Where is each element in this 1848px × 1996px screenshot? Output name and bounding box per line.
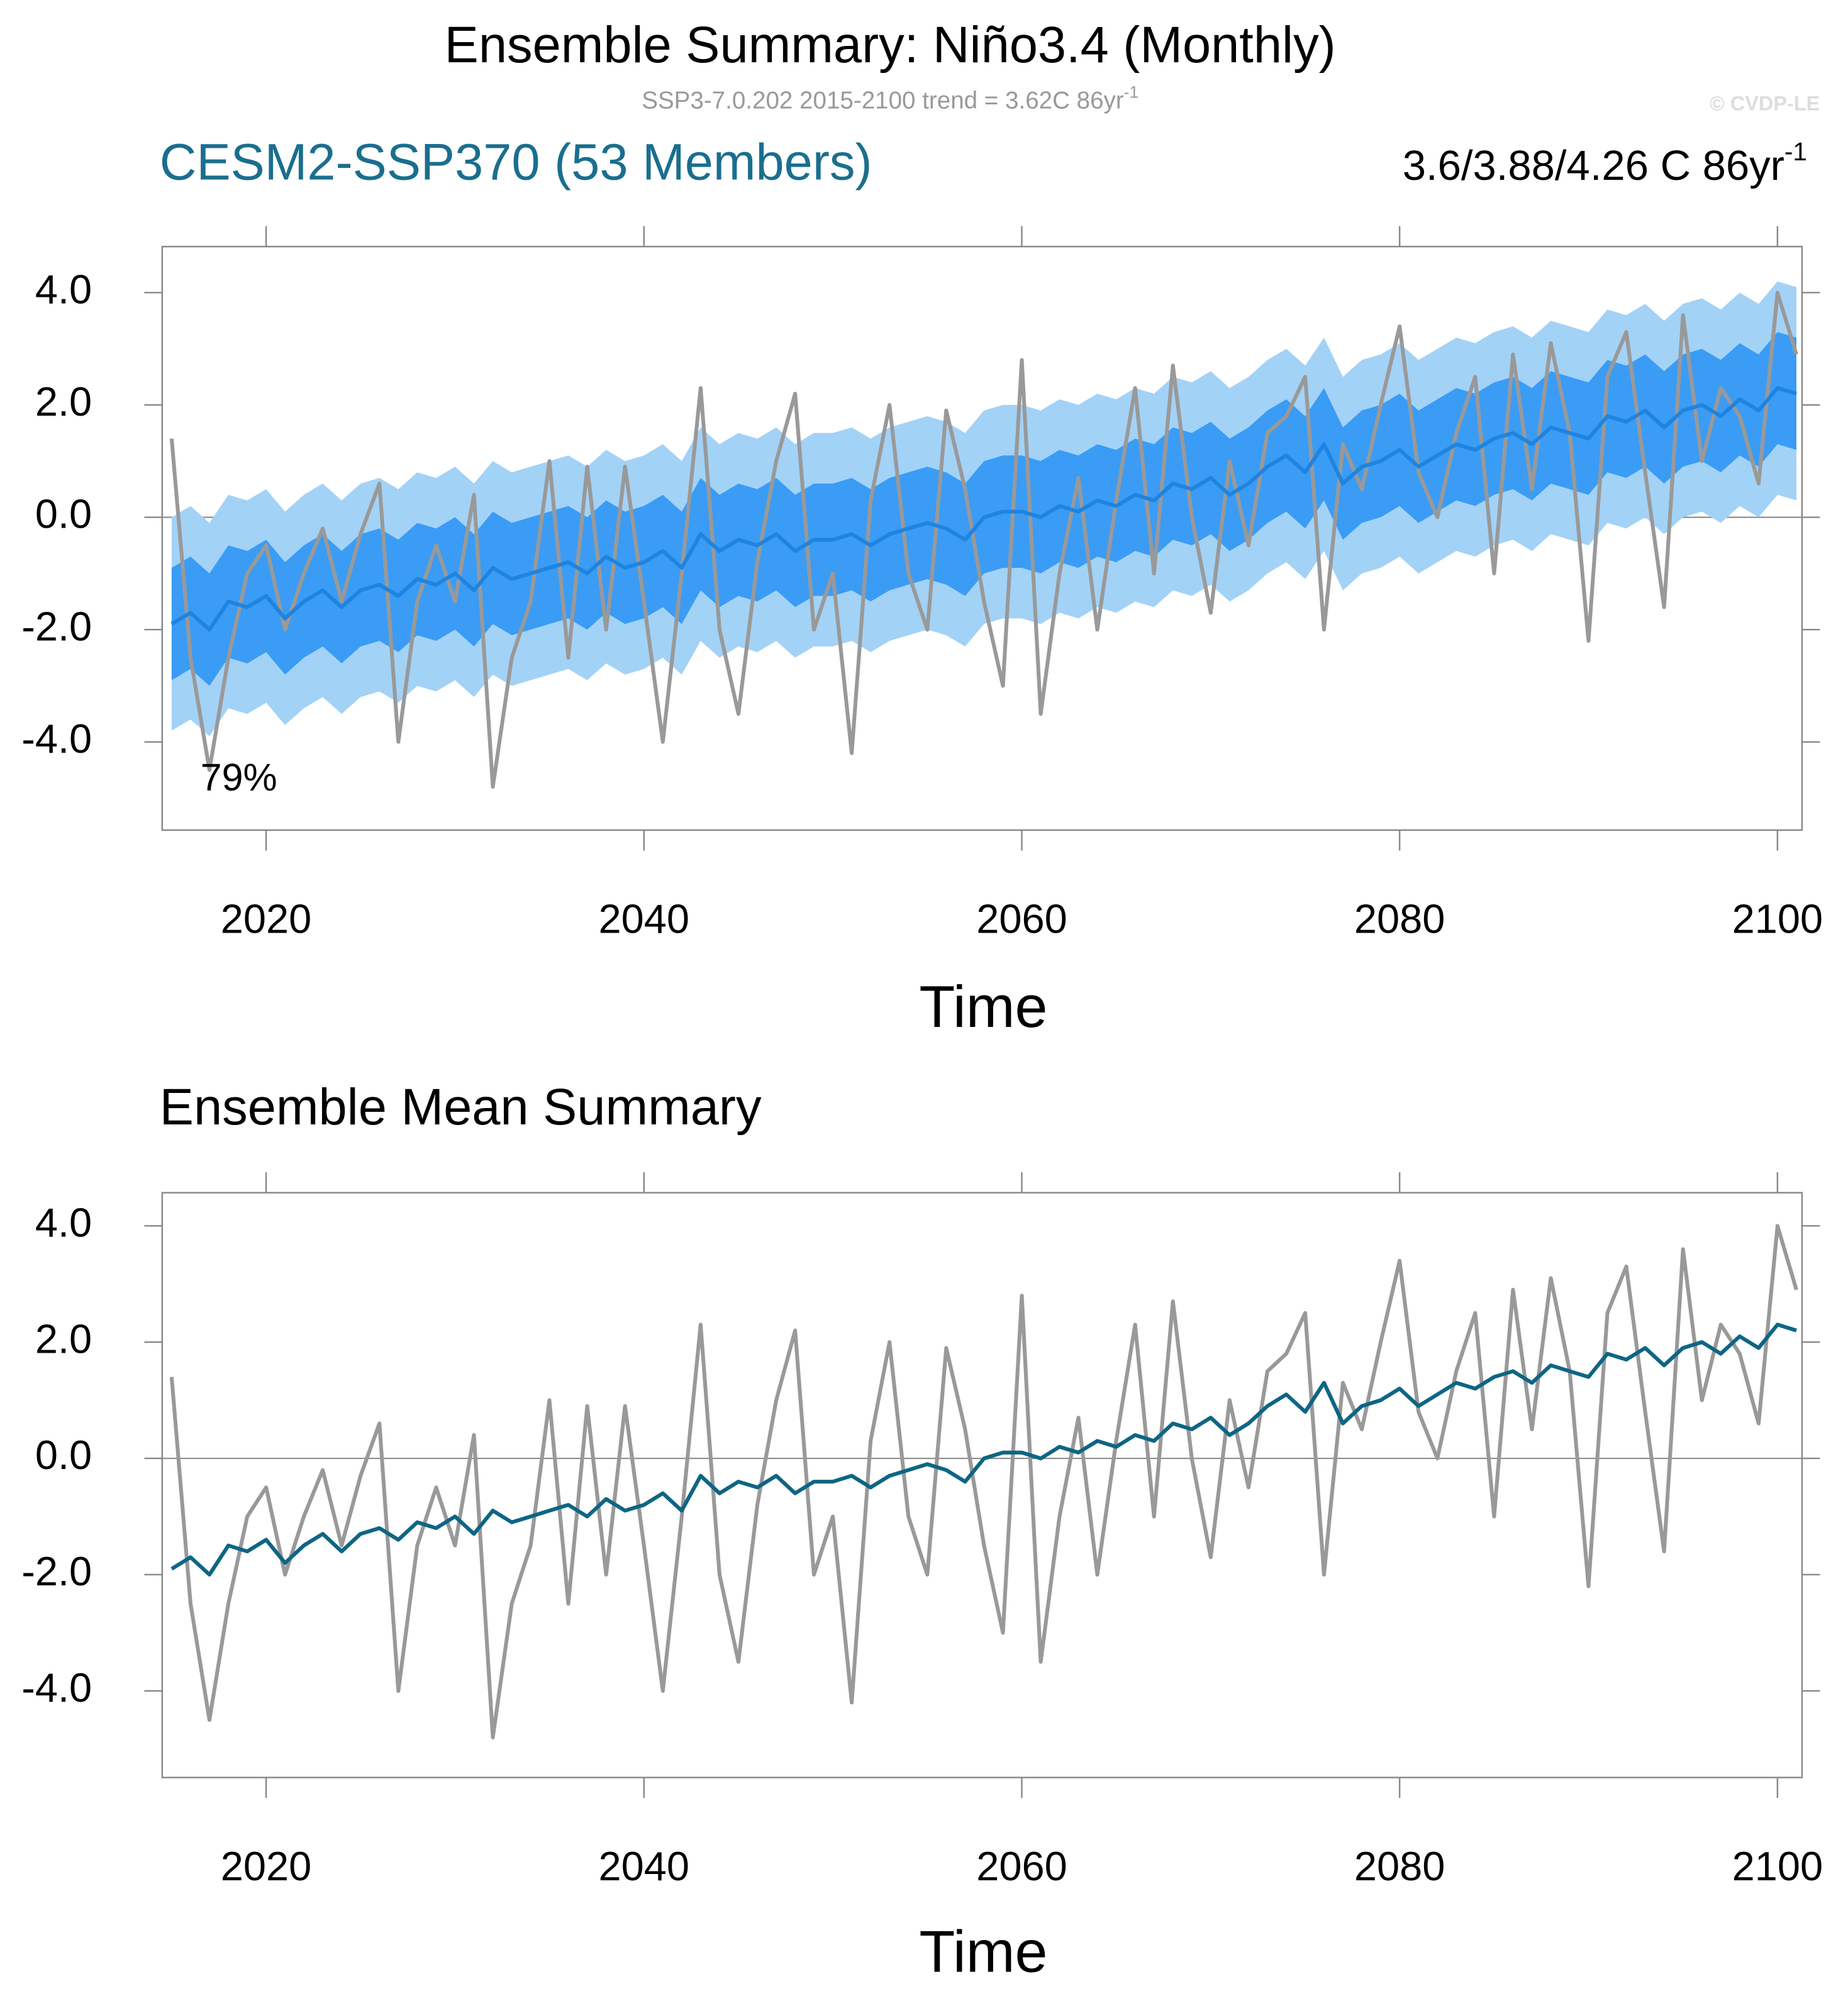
x-tick-label: 2040: [598, 895, 689, 941]
y-tick-label: 2.0: [35, 1316, 92, 1361]
annotation: 79%: [201, 756, 277, 799]
y-tick-label: 4.0: [35, 1199, 92, 1245]
plot-area: [169, 1224, 1798, 1739]
x-tick-label: 2080: [1354, 895, 1445, 941]
y-tick-label: 2.0: [35, 379, 92, 424]
plot-area: [169, 281, 1798, 789]
x-tick-label: 2040: [598, 1843, 689, 1889]
x-tick-label: 2020: [221, 1843, 312, 1889]
y-tick-label: -2.0: [21, 1548, 92, 1594]
plot-frame: [161, 245, 1803, 831]
x-tick-label: 2060: [976, 895, 1067, 941]
y-tick-label: -4.0: [21, 1665, 92, 1710]
spread-band: [171, 331, 1796, 686]
y-tick-label: 0.0: [35, 491, 92, 537]
right-title-text: 3.6/3.88/4.26 C 86yr: [1403, 142, 1784, 189]
y-tick-label: -2.0: [21, 603, 92, 649]
subtitle-text: SSP3-7.0.202 2015-2100 trend = 3.62C 86y…: [642, 87, 1124, 114]
left-title: CESM2-SSP370 (53 Members): [160, 134, 872, 191]
x-tick-label: 2100: [1732, 1843, 1823, 1889]
series-line: [170, 1322, 1797, 1577]
x-tick-label: 2060: [976, 1843, 1067, 1889]
series-line: [170, 386, 1797, 632]
right-title-superscript: -1: [1784, 137, 1807, 166]
x-axis-label: Time: [919, 1918, 1047, 1984]
y-tick-label: -4.0: [21, 716, 92, 762]
series-line: [169, 1224, 1798, 1739]
right-title: 3.6/3.88/4.26 C 86yr-1: [1403, 137, 1807, 189]
left-title: Ensemble Mean Summary: [160, 1078, 762, 1136]
subtitle: SSP3-7.0.202 2015-2100 trend = 3.62C 86y…: [642, 82, 1138, 114]
series-line: [169, 291, 1798, 789]
x-tick-label: 2100: [1732, 895, 1823, 941]
chart-title: Ensemble Summary: Niño3.4 (Monthly): [445, 16, 1336, 74]
x-tick-label: 2080: [1354, 1843, 1445, 1889]
subtitle-superscript: -1: [1124, 82, 1138, 101]
x-axis-label: Time: [919, 973, 1047, 1040]
copyright: © CVDP-LE: [1710, 92, 1820, 114]
y-tick-label: 4.0: [35, 266, 92, 312]
y-tick-label: 0.0: [35, 1432, 92, 1478]
x-tick-label: 2020: [221, 895, 312, 941]
plot-frame: [161, 1192, 1803, 1778]
